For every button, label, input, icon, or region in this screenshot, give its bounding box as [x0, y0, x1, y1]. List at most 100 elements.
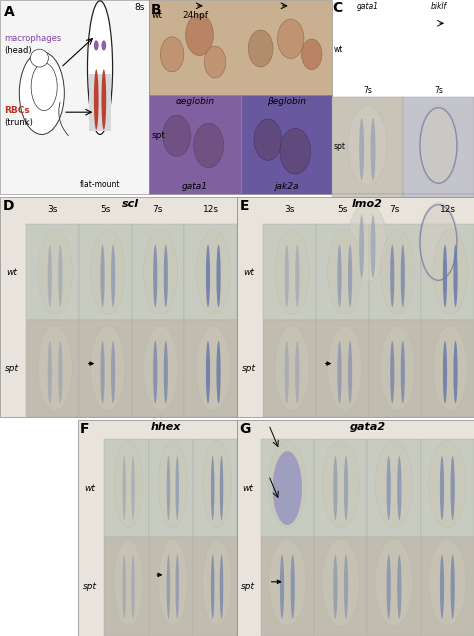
Bar [89, 74, 111, 131]
Bar [78, 420, 237, 636]
Ellipse shape [301, 39, 322, 69]
Bar [369, 224, 421, 321]
Ellipse shape [348, 341, 352, 404]
Text: biklf: biklf [430, 2, 447, 11]
Ellipse shape [58, 245, 63, 307]
Ellipse shape [163, 115, 191, 156]
Text: C: C [333, 1, 343, 15]
Ellipse shape [390, 341, 394, 404]
Ellipse shape [359, 118, 364, 181]
Ellipse shape [48, 341, 52, 404]
Text: jak2a: jak2a [274, 182, 299, 191]
Ellipse shape [160, 37, 184, 72]
Bar [0, 197, 237, 417]
Bar [104, 439, 148, 537]
Bar [263, 224, 316, 321]
Bar [314, 439, 367, 537]
Ellipse shape [280, 555, 284, 619]
Text: αeglobin: αeglobin [175, 97, 215, 106]
Ellipse shape [211, 555, 214, 619]
Ellipse shape [454, 341, 458, 404]
Bar [149, 95, 241, 194]
Ellipse shape [397, 456, 401, 520]
Bar [0, 0, 149, 194]
Ellipse shape [344, 456, 348, 520]
Ellipse shape [30, 49, 48, 67]
Text: 5s: 5s [100, 205, 110, 214]
Text: wt: wt [84, 483, 95, 493]
Text: flat-mount: flat-mount [80, 180, 120, 189]
Ellipse shape [254, 119, 282, 160]
Text: spt: spt [242, 364, 256, 373]
Bar [421, 320, 474, 417]
Ellipse shape [428, 441, 466, 527]
Bar [193, 537, 237, 636]
Ellipse shape [348, 106, 387, 185]
Ellipse shape [196, 326, 230, 411]
Bar [403, 194, 474, 291]
Text: 3s: 3s [284, 205, 295, 214]
Bar [367, 439, 421, 537]
Ellipse shape [285, 341, 289, 404]
Text: scl: scl [122, 199, 139, 209]
Text: gata1: gata1 [356, 2, 378, 11]
Text: wt: wt [243, 268, 254, 277]
Text: 7s: 7s [363, 86, 372, 95]
Ellipse shape [291, 555, 295, 619]
Bar [421, 439, 474, 537]
Bar [79, 224, 132, 321]
Bar [26, 224, 79, 321]
Ellipse shape [371, 215, 375, 278]
Text: wt: wt [242, 483, 253, 493]
Ellipse shape [328, 326, 362, 411]
Text: 24hpf: 24hpf [182, 11, 208, 20]
Ellipse shape [167, 555, 170, 619]
Ellipse shape [433, 326, 467, 411]
Ellipse shape [401, 341, 405, 404]
Ellipse shape [131, 555, 135, 619]
Text: wt: wt [334, 45, 343, 54]
Bar [332, 194, 403, 291]
Ellipse shape [401, 245, 405, 307]
Ellipse shape [450, 555, 455, 619]
Text: (head): (head) [4, 46, 31, 55]
Ellipse shape [167, 456, 170, 520]
Text: B: B [151, 3, 162, 17]
Text: 12s: 12s [439, 205, 456, 214]
Text: 7s: 7s [390, 205, 400, 214]
Ellipse shape [220, 456, 223, 520]
Ellipse shape [164, 245, 168, 307]
Bar [261, 439, 314, 537]
Ellipse shape [101, 40, 106, 50]
Bar [148, 537, 193, 636]
Ellipse shape [175, 555, 179, 619]
Ellipse shape [175, 456, 179, 520]
Text: gata2: gata2 [349, 422, 385, 432]
Text: spt: spt [83, 582, 97, 591]
Ellipse shape [31, 63, 57, 111]
Ellipse shape [295, 245, 300, 307]
Text: RBCs: RBCs [4, 106, 29, 115]
Ellipse shape [144, 230, 178, 314]
Ellipse shape [273, 451, 302, 525]
Ellipse shape [206, 245, 210, 307]
Ellipse shape [194, 123, 224, 168]
Ellipse shape [322, 539, 359, 626]
Ellipse shape [203, 441, 231, 527]
Bar [332, 97, 403, 194]
Bar [184, 224, 237, 321]
FancyArrowPatch shape [59, 102, 68, 135]
Bar [263, 320, 316, 417]
Ellipse shape [19, 52, 64, 134]
Bar [104, 537, 148, 636]
Ellipse shape [419, 203, 458, 282]
Ellipse shape [387, 555, 391, 619]
Ellipse shape [295, 341, 300, 404]
Ellipse shape [217, 245, 221, 307]
Ellipse shape [122, 555, 126, 619]
Text: macrophages: macrophages [4, 34, 61, 43]
Ellipse shape [100, 341, 105, 404]
Bar [314, 537, 367, 636]
Ellipse shape [419, 106, 458, 185]
Ellipse shape [348, 203, 387, 282]
